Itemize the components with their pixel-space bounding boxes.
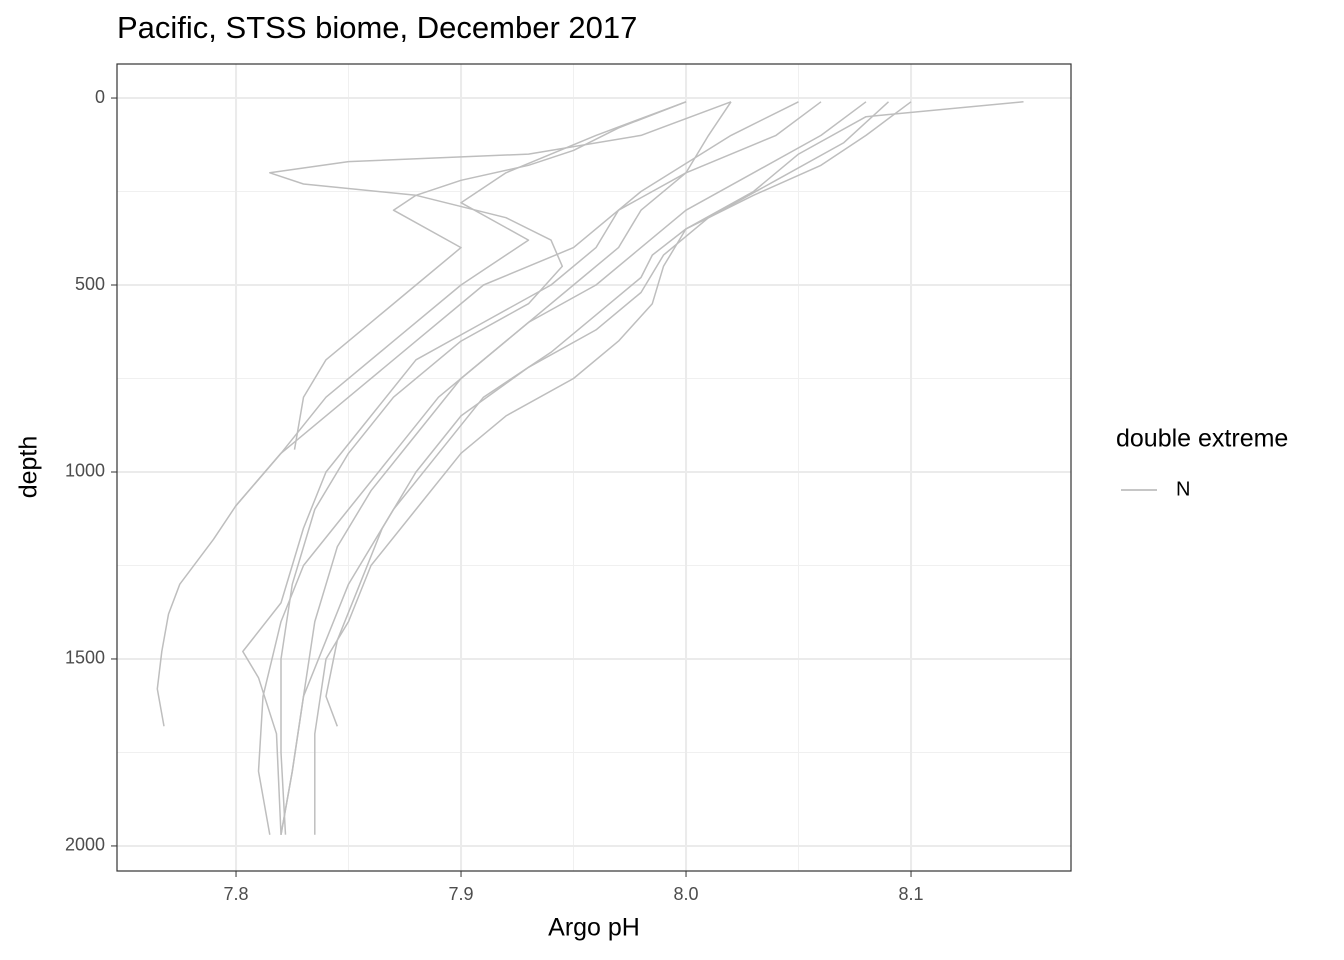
legend-title: double extreme bbox=[1116, 425, 1288, 453]
y-tick-label: 1000 bbox=[65, 461, 105, 481]
profile-line bbox=[269, 101, 732, 835]
profile-line bbox=[235, 101, 687, 507]
x-tick-label: 8.0 bbox=[674, 884, 699, 904]
profile-line bbox=[293, 101, 687, 450]
profile-line bbox=[314, 101, 1024, 835]
y-tick-label: 2000 bbox=[65, 835, 105, 855]
legend-label: N bbox=[1176, 478, 1190, 500]
x-tick-label: 7.8 bbox=[224, 884, 249, 904]
profile-line bbox=[257, 101, 732, 835]
y-axis-label: depth bbox=[15, 436, 43, 499]
x-tick-label: 8.1 bbox=[899, 884, 924, 904]
y-tick-label: 0 bbox=[95, 87, 105, 107]
profile-line bbox=[280, 101, 912, 835]
profile-line bbox=[242, 101, 822, 835]
panel-border bbox=[116, 63, 1072, 872]
x-axis-label: Argo pH bbox=[548, 914, 640, 942]
y-tick-label: 1500 bbox=[65, 648, 105, 668]
y-tick-label: 500 bbox=[75, 274, 105, 294]
chart-title: Pacific, STSS biome, December 2017 bbox=[117, 10, 637, 45]
x-tick-label: 7.9 bbox=[449, 884, 474, 904]
